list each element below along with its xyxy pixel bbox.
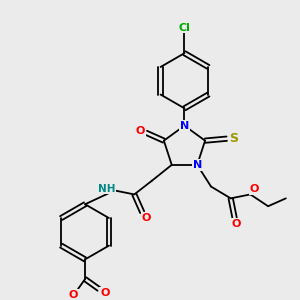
Text: N: N [193, 160, 202, 170]
Text: O: O [69, 290, 78, 300]
Text: O: O [250, 184, 259, 194]
Text: S: S [229, 132, 238, 145]
Text: N: N [180, 121, 189, 131]
Text: Cl: Cl [178, 22, 190, 33]
Text: NH: NH [98, 184, 116, 194]
Text: O: O [100, 288, 110, 298]
Text: O: O [141, 213, 151, 223]
Text: O: O [232, 219, 241, 229]
Text: O: O [136, 126, 145, 136]
